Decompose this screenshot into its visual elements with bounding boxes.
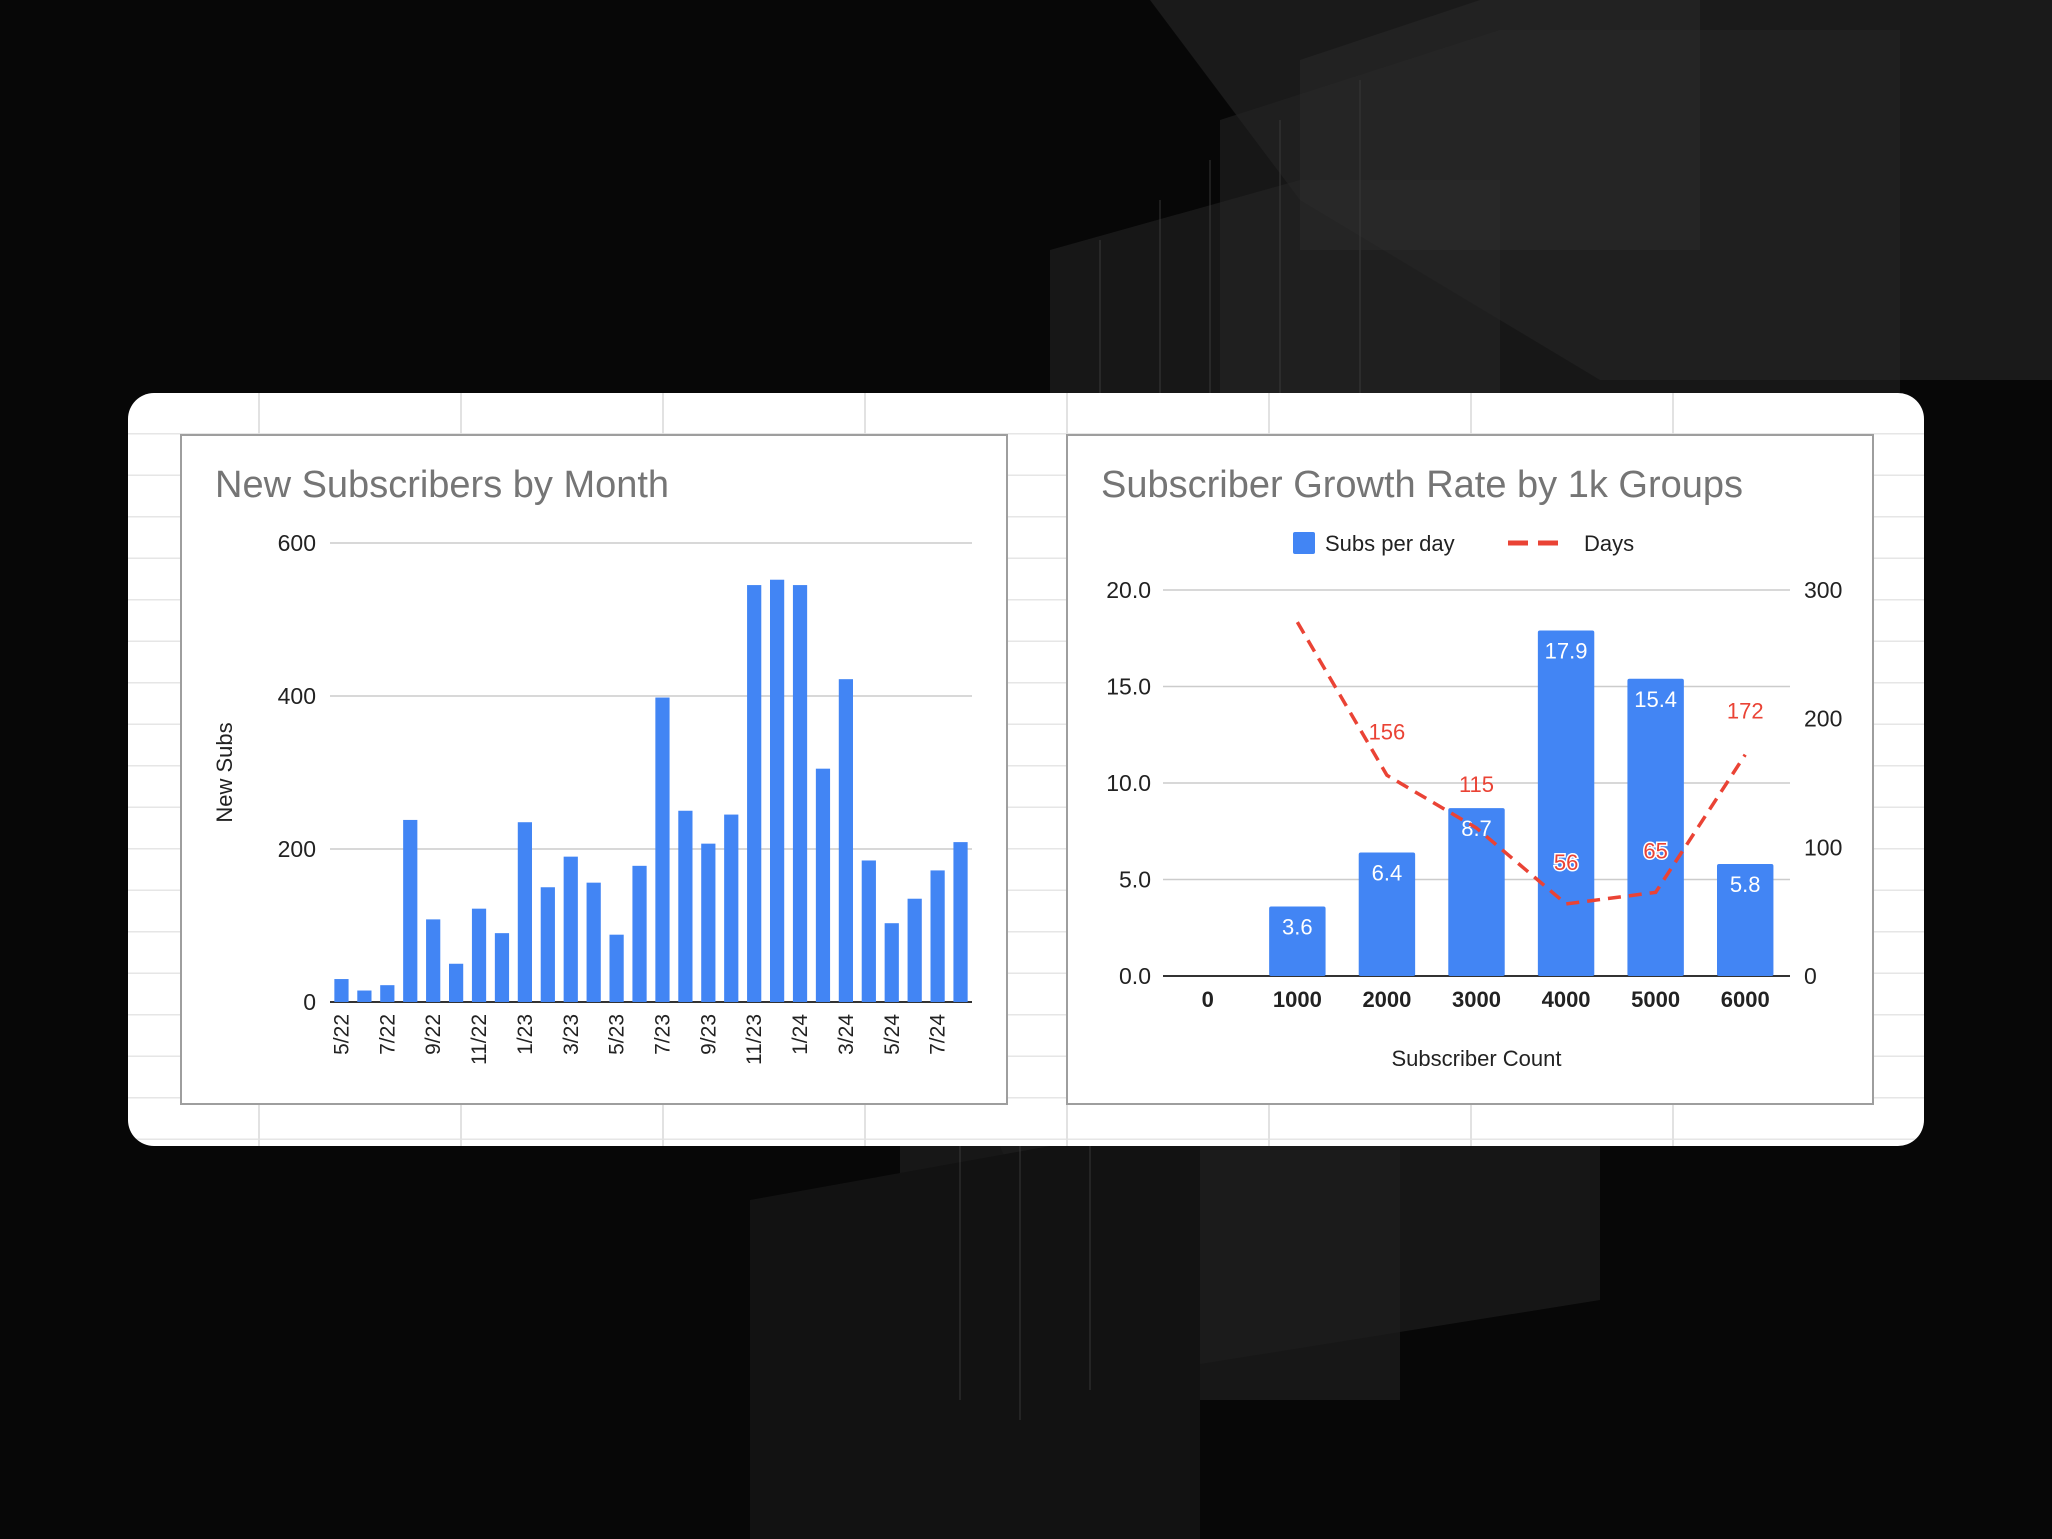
bar	[953, 842, 968, 1002]
y-tick-label: 10.0	[1106, 770, 1151, 796]
bar	[448, 963, 464, 1002]
x-tick-label: 7/23	[651, 1014, 674, 1055]
bar	[380, 985, 395, 1002]
x-tick-label: 3/23	[560, 1014, 583, 1055]
legend-label: Days	[1584, 531, 1634, 556]
line-data-label: 172	[1727, 699, 1764, 724]
x-tick-label: 2000	[1362, 987, 1411, 1012]
x-tick-label: 3/24	[835, 1014, 858, 1055]
y-tick-label: 200	[278, 836, 316, 862]
bar	[655, 697, 670, 1002]
y-tick-label: 400	[278, 683, 316, 709]
x-tick-label: 11/22	[468, 1014, 491, 1065]
bar	[815, 768, 831, 1002]
y-tick-label: 20.0	[1106, 577, 1151, 603]
bar	[930, 870, 945, 1002]
bar	[747, 585, 762, 1002]
y2-tick-label: 200	[1804, 706, 1842, 732]
line-data-label: 115	[1459, 772, 1494, 797]
bar	[724, 814, 739, 1002]
line-data-label: 56	[1554, 850, 1578, 875]
y2-tick-label: 300	[1804, 577, 1842, 603]
bar-data-label: 15.4	[1634, 687, 1677, 712]
bar-data-label: 6.4	[1372, 860, 1403, 885]
x-tick-label: 5/24	[881, 1014, 904, 1055]
x-tick-label: 1/23	[514, 1014, 537, 1055]
chart-title: New Subscribers by Month	[215, 464, 670, 506]
bar	[884, 923, 899, 1002]
x-tick-label: 5/22	[330, 1014, 353, 1055]
bar	[861, 860, 876, 1002]
x-tick-label: 5/23	[606, 1014, 629, 1055]
bar	[494, 933, 510, 1002]
y-tick-label: 15.0	[1106, 674, 1151, 700]
bar	[632, 865, 647, 1002]
x-tick-label: 6000	[1721, 987, 1770, 1012]
new-subscribers-chart[interactable]: New Subscribers by Month 0 200 400 600 New S…	[180, 434, 1008, 1105]
bar	[701, 843, 716, 1002]
growth-rate-plot: 0.0 5.0 10.0 15.0 20.0 0 100 200 300 Subs per day…	[1106, 531, 1842, 1071]
y-tick-label: 600	[278, 530, 316, 556]
bar	[540, 887, 555, 1002]
bar	[678, 810, 693, 1002]
bar	[792, 585, 808, 1002]
line-data-label: 65	[1643, 838, 1667, 863]
x-tick-label: 1/24	[789, 1014, 812, 1055]
y-tick-label: 0	[303, 989, 316, 1015]
legend-swatch-subs-per-day	[1293, 532, 1315, 554]
bar	[357, 990, 372, 1002]
x-tick-label: 7/22	[376, 1014, 399, 1055]
x-tick-label: 9/23	[697, 1014, 720, 1055]
days-line	[1295, 621, 1747, 906]
spreadsheet-panel: New Subscribers by Month 0 200 400 600 New S…	[128, 393, 1924, 1146]
new-subscribers-plot: 0 200 400 600 New Subs 5/22 7/22 9/22 11/22 1/23 3…	[212, 530, 972, 1065]
x-tick-label: 4000	[1542, 987, 1591, 1012]
bar	[609, 934, 624, 1002]
bar	[1716, 864, 1774, 976]
x-tick-label: 7/24	[927, 1014, 950, 1055]
legend-label: Subs per day	[1325, 531, 1455, 556]
bar-data-label: 3.6	[1282, 915, 1313, 940]
bar	[1537, 630, 1595, 976]
x-tick-label: 1000	[1273, 987, 1322, 1012]
x-tick-label: 3000	[1452, 987, 1501, 1012]
y-tick-label: 5.0	[1119, 867, 1151, 893]
x-tick-label: 9/22	[422, 1014, 445, 1055]
bar	[907, 898, 922, 1002]
x-axis-label: Subscriber Count	[1392, 1046, 1562, 1071]
x-tick-label: 0	[1202, 987, 1214, 1012]
bar	[769, 579, 785, 1002]
bar	[334, 979, 349, 1002]
bar	[471, 908, 487, 1002]
bar	[1269, 906, 1326, 976]
y2-tick-label: 100	[1804, 834, 1842, 860]
bar-data-label: 17.9	[1545, 639, 1588, 664]
chart-title: Subscriber Growth Rate by 1k Groups	[1101, 464, 1744, 506]
bar	[426, 919, 441, 1002]
bar	[1358, 852, 1416, 976]
bar	[403, 819, 418, 1002]
line-data-label: 156	[1369, 719, 1406, 744]
bar	[517, 822, 533, 1002]
bar-data-label: 5.8	[1730, 872, 1761, 897]
y-axis-label: New Subs	[212, 722, 237, 822]
bar	[838, 679, 854, 1002]
bar	[586, 882, 601, 1002]
y-tick-label: 0.0	[1119, 963, 1151, 989]
x-tick-label: 5000	[1631, 987, 1680, 1012]
bar	[1448, 808, 1505, 976]
y2-tick-label: 0	[1804, 963, 1817, 989]
x-tick-label: 11/23	[743, 1014, 766, 1065]
bar	[1627, 678, 1684, 976]
bar	[563, 856, 578, 1002]
growth-rate-chart[interactable]: Subscriber Growth Rate by 1k Groups 0.0 5…	[1066, 434, 1874, 1105]
